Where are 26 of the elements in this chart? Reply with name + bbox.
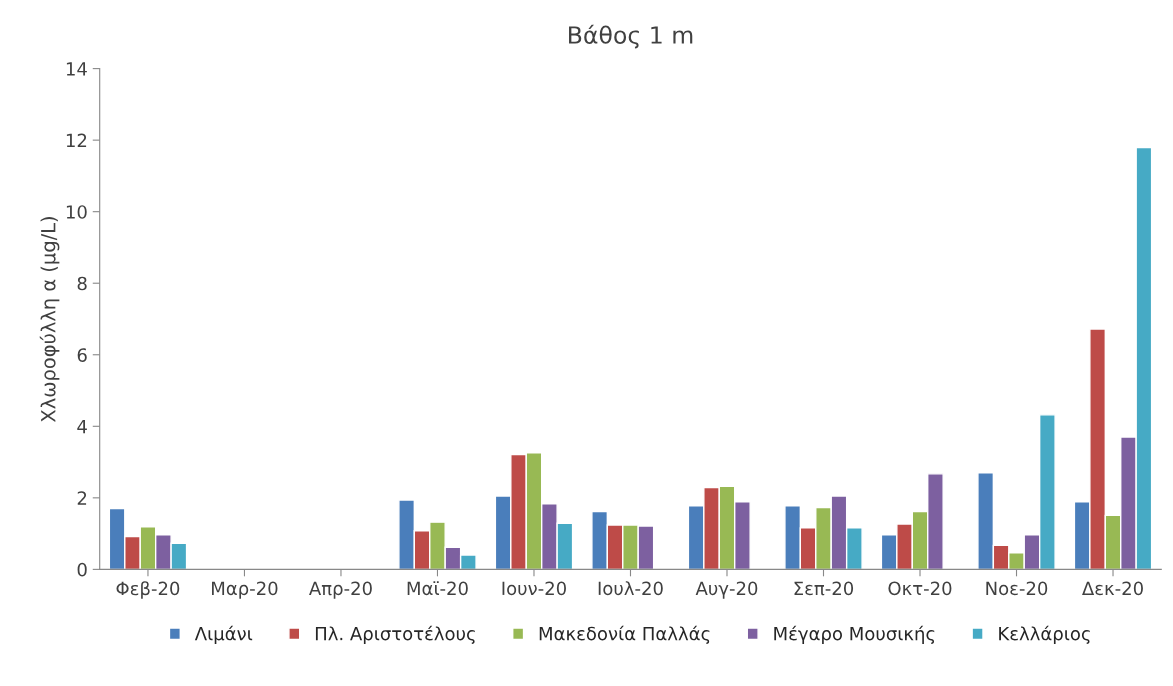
y-tick-label: 6	[77, 348, 87, 362]
x-tick-label: Απρ-20	[309, 581, 372, 599]
x-tick-label: Φεβ-20	[116, 581, 180, 599]
y-tick-label: 0	[77, 562, 87, 577]
y-tick-label: 4	[77, 420, 87, 434]
x-tick-label: Μαρ-20	[212, 581, 278, 599]
y-tick-label: 10	[66, 205, 87, 219]
x-tick-label: Μαϊ-20	[407, 581, 468, 596]
x-tick-label: Ιουν-20	[502, 581, 566, 596]
legend-label: Μέγαρο Μουσικής	[774, 625, 935, 644]
y-tick-label: 8	[77, 276, 87, 291]
y-tick-label: 2	[77, 491, 87, 505]
legend-label: Κελλάριος	[999, 625, 1090, 644]
legend-label: Λιμάνι	[194, 625, 253, 644]
chart-title: Βάθος 1 m	[569, 24, 693, 49]
y-axis-title: Χλωροφύλλη α (μg/L)	[39, 217, 60, 423]
legend-label: Πλ. Αριστοτέλους	[315, 625, 475, 644]
x-tick-label: Ιουλ-20	[598, 581, 663, 596]
x-tick-label: Οκτ-20	[888, 581, 952, 596]
y-tick-label: 14	[66, 62, 87, 76]
x-tick-label: Σεπ-20	[794, 581, 854, 596]
x-tick-label: Νοε-20	[986, 581, 1048, 596]
x-tick-label: Δεκ-20	[1082, 581, 1143, 596]
y-tick-label: 12	[66, 133, 87, 147]
x-tick-label: Αυγ-20	[695, 581, 758, 599]
legend-label: Μακεδονία Παλλάς	[539, 625, 710, 644]
